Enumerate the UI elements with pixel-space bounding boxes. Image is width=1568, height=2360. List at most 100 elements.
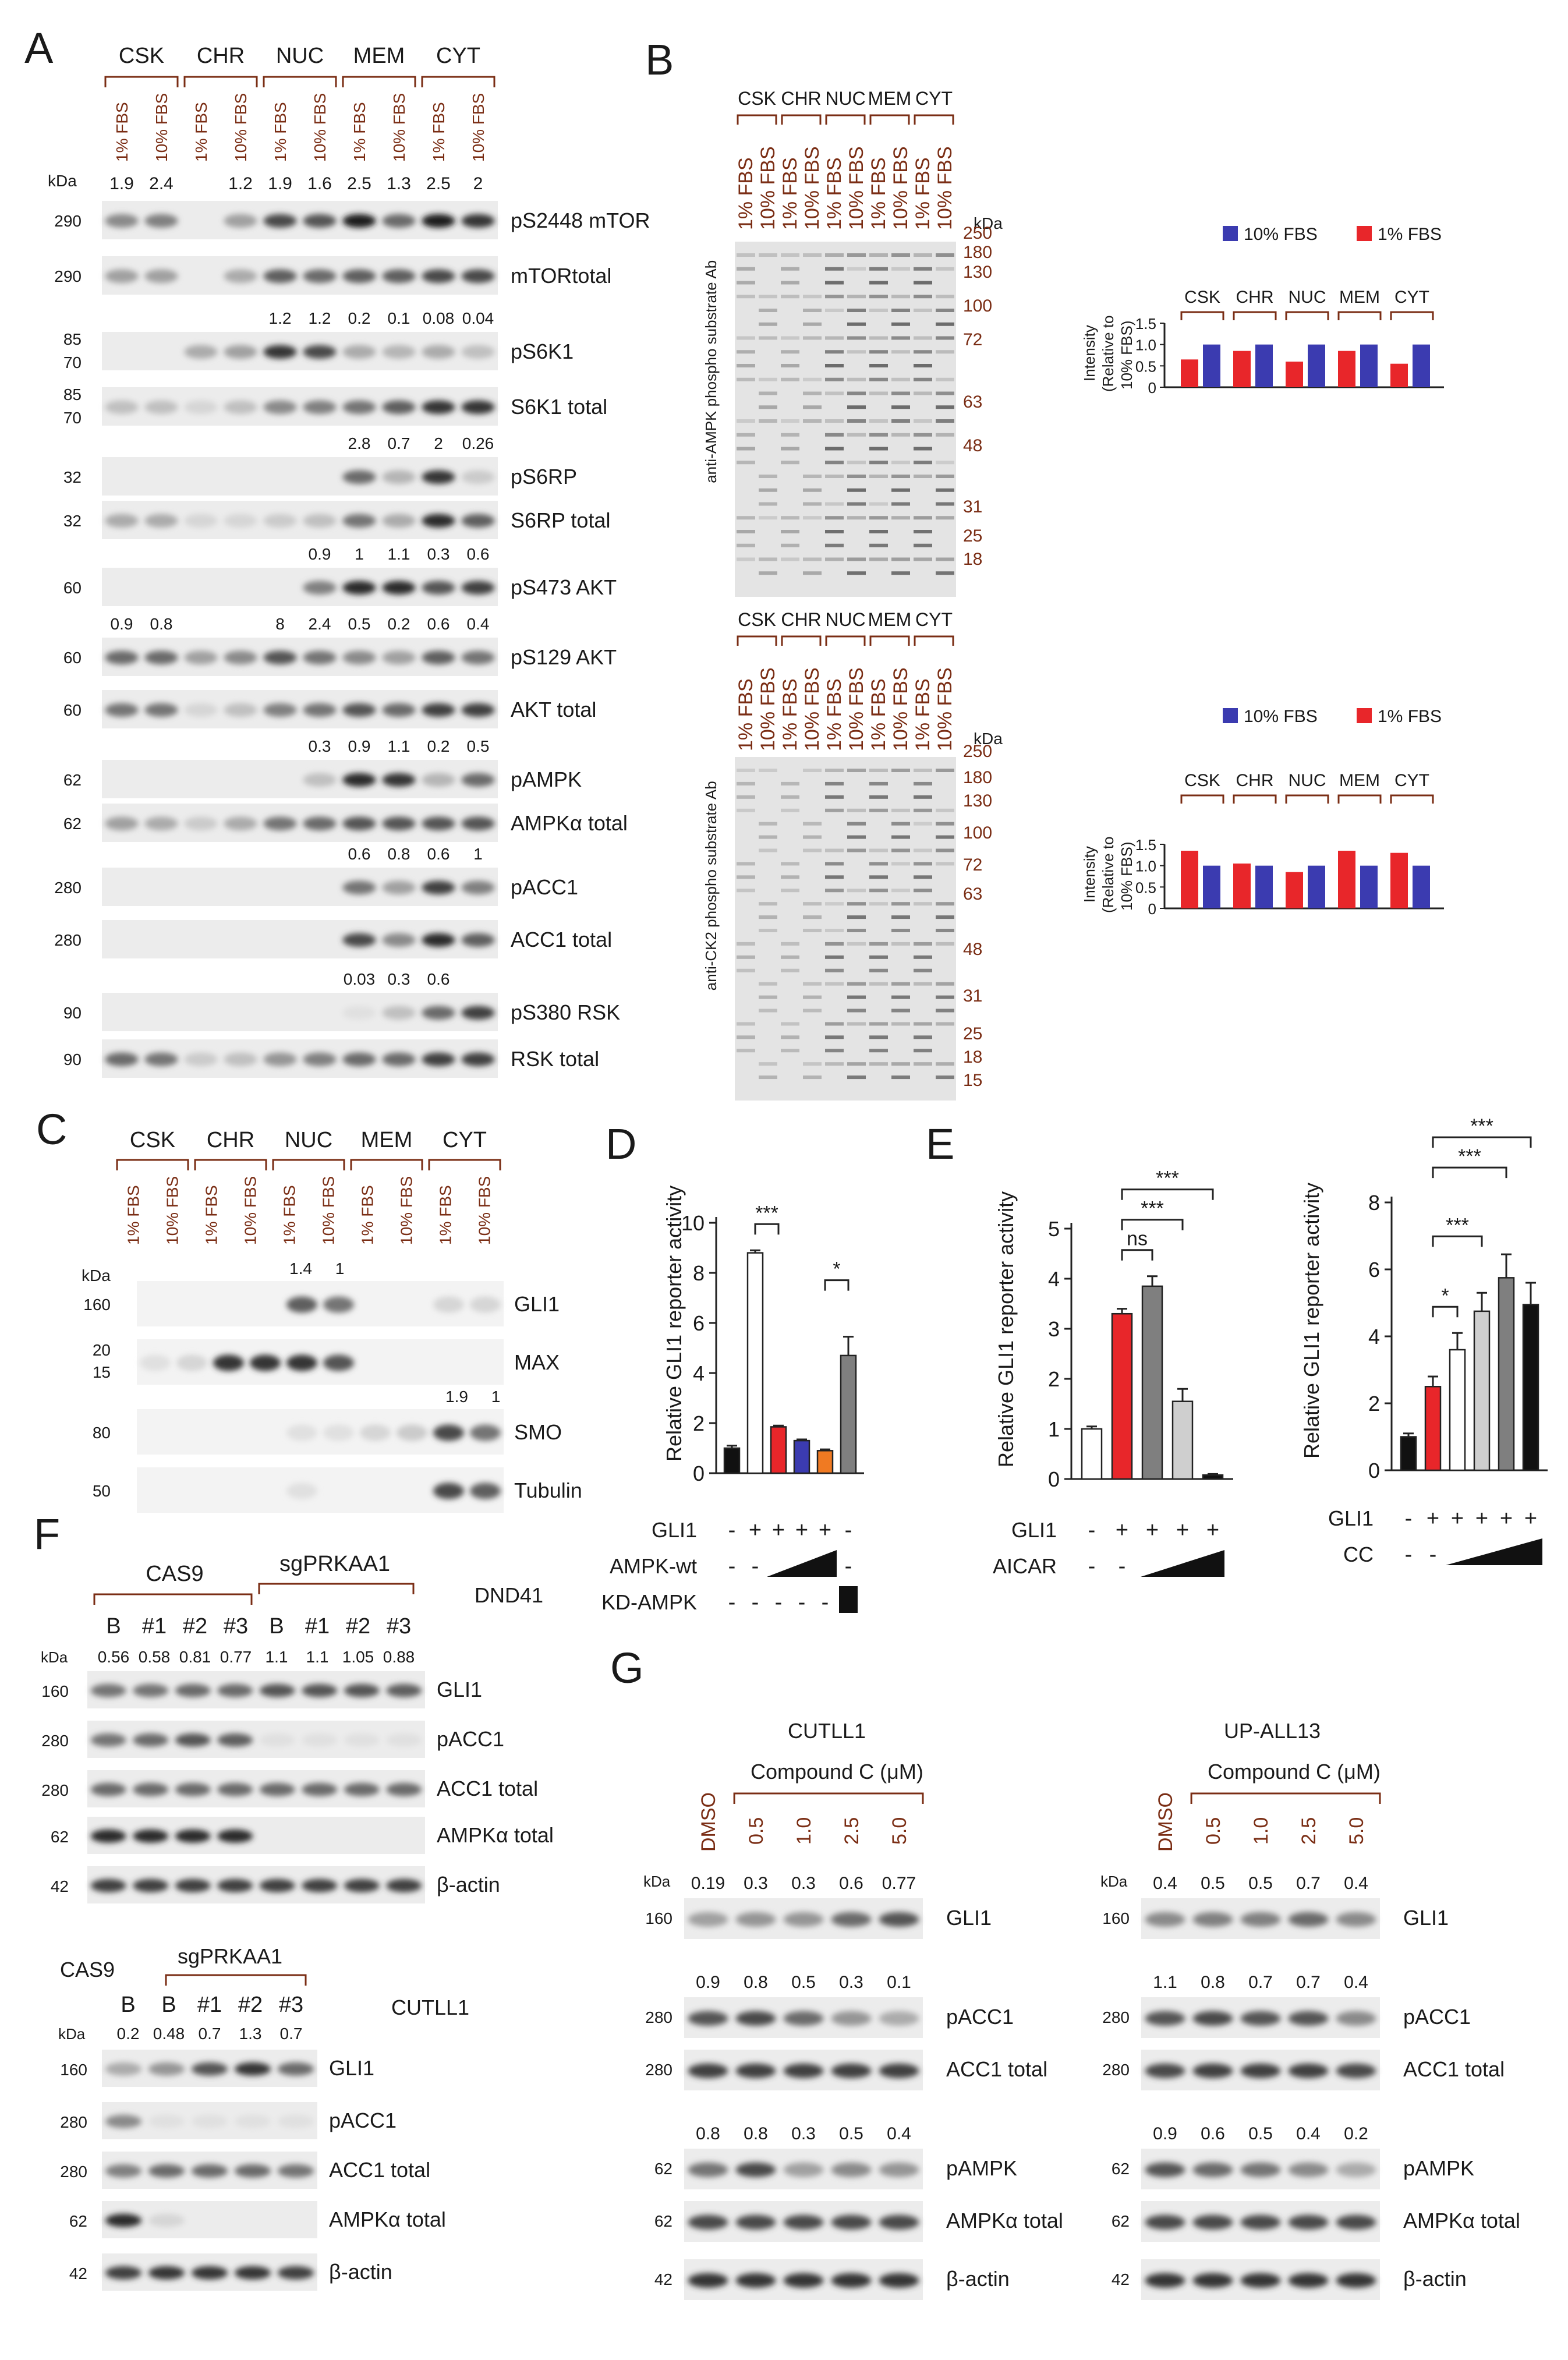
blot-band	[891, 1062, 910, 1066]
blot-band	[914, 557, 932, 561]
quant-value: 1.1	[266, 1648, 288, 1666]
blot-band	[803, 419, 822, 423]
blot-band	[891, 350, 910, 354]
significance-label: ***	[1446, 1214, 1469, 1236]
condition-label: 1% FBS	[823, 678, 845, 751]
y-tick-label: 0	[1048, 1467, 1060, 1491]
bar	[1424, 1386, 1442, 1471]
lane-label: #2	[183, 1614, 207, 1639]
blot-band	[825, 391, 844, 395]
quant-value: 1.3	[239, 2025, 262, 2043]
blot-band	[759, 488, 777, 492]
blot-band	[759, 253, 777, 257]
blot-band	[737, 875, 755, 879]
blot-band	[382, 345, 416, 359]
blot-band	[781, 281, 799, 285]
fraction-bracket	[914, 635, 954, 646]
blot-label: pACC1	[329, 2108, 397, 2132]
blot-band	[217, 1878, 253, 1892]
blot-band	[1192, 2162, 1233, 2177]
quant-value: 0.2	[1344, 2124, 1368, 2143]
blot-band	[303, 773, 337, 787]
mw-marker: 72	[963, 855, 982, 875]
fraction-bracket	[781, 114, 822, 125]
quant-value: 0.2	[348, 309, 371, 327]
dose-wedge	[767, 1550, 837, 1577]
quant-value: 0.8	[696, 2124, 720, 2143]
blot-band	[869, 364, 888, 367]
blot-label: MAX	[514, 1350, 560, 1374]
blot-band	[737, 557, 755, 561]
quant-value: 1.6	[307, 174, 332, 193]
mw-marker: 280	[54, 879, 82, 897]
mw-marker: 250	[963, 742, 992, 761]
quant-value: 0.8	[150, 615, 173, 633]
blot-band	[869, 516, 888, 520]
blot-label: ACC1 total	[946, 2057, 1047, 2081]
quant-value: 0.4	[1344, 1874, 1368, 1893]
condition-label: 10% FBS	[476, 1176, 494, 1245]
significance-bracket	[754, 1223, 780, 1235]
blot-band	[175, 1782, 211, 1796]
blot-band	[869, 795, 888, 799]
blot-band	[847, 322, 866, 326]
quant-value: 1.2	[269, 309, 292, 327]
blot-band	[781, 364, 799, 367]
blot-band	[737, 364, 755, 367]
significance-bracket	[1432, 1166, 1507, 1179]
blot-band	[148, 2062, 185, 2076]
blot-gli1	[137, 1281, 504, 1326]
blot-band	[803, 295, 822, 299]
blot-band	[936, 915, 954, 919]
condition-label: 1% FBS	[281, 1185, 299, 1245]
fraction-label: MEM	[868, 609, 912, 630]
quant-value: 0.9	[111, 615, 133, 633]
blot-band	[759, 391, 777, 395]
group-bracket	[165, 1974, 307, 1986]
fraction-label: NUC	[825, 609, 865, 630]
y-tick-label: 0	[1148, 900, 1156, 918]
blot-band	[847, 822, 866, 826]
blot-band	[382, 400, 416, 415]
blot-band	[781, 530, 799, 533]
blot-ampk-total	[1141, 2201, 1380, 2242]
quant-value: 0.6	[427, 615, 450, 633]
blot-band	[869, 1035, 888, 1039]
blot-band	[825, 795, 844, 799]
blot-band	[1240, 2063, 1281, 2078]
blot-band	[891, 488, 910, 492]
blot-label: GLI1	[946, 1906, 992, 1930]
legend-label: 1% FBS	[1378, 707, 1442, 726]
blot-band	[342, 400, 376, 415]
quant-value: 2	[473, 174, 483, 193]
mw-marker: 280	[645, 2008, 672, 2026]
bar-1fbs	[1338, 851, 1355, 908]
bar-1fbs	[1181, 359, 1198, 387]
blot-band	[847, 942, 866, 946]
blot-acc1-total	[684, 2050, 923, 2090]
panel-e: 0 1 2 3 4 5 ns *** *** Relative GLI1 reporter act…	[993, 1115, 1548, 1579]
blot-band	[224, 400, 257, 415]
y-tick-label: 4	[1048, 1267, 1060, 1291]
bar-10fbs	[1203, 865, 1220, 908]
blot-band	[342, 514, 376, 528]
quant-value: 0.5	[1248, 1874, 1273, 1893]
blot-band	[936, 309, 954, 312]
blot-band	[847, 488, 866, 492]
quant-value: 0.8	[744, 2124, 768, 2143]
blot-band	[847, 848, 866, 852]
blot-band	[217, 1733, 253, 1747]
blot-band	[847, 982, 866, 986]
blot--actin	[684, 2259, 923, 2300]
condition-mark: -	[822, 1590, 829, 1615]
condition-mark: -	[1119, 1554, 1126, 1579]
mw-marker: 62	[63, 815, 82, 833]
blot-band	[737, 336, 755, 340]
chart-category: NUC	[1289, 771, 1326, 790]
blot-band	[914, 848, 932, 852]
blot-band	[936, 1062, 954, 1066]
category-bracket	[1180, 311, 1224, 320]
blot-band	[688, 1912, 728, 1927]
blot-band	[759, 322, 777, 326]
